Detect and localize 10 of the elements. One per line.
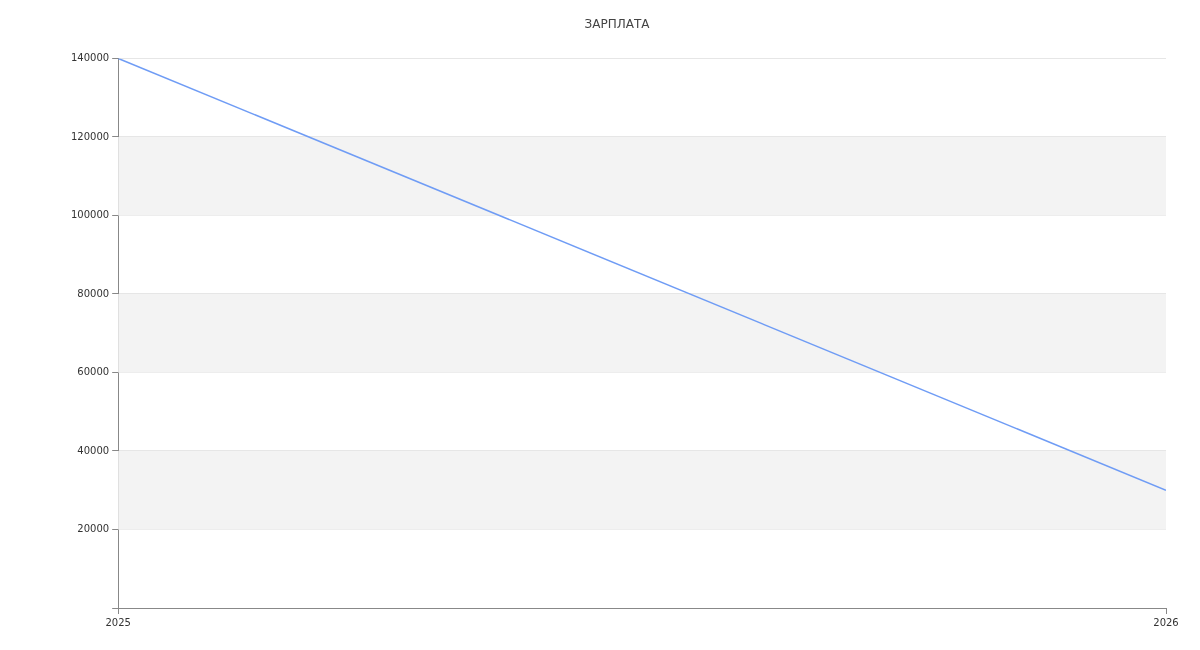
y-tick-label: 60000: [77, 366, 110, 378]
y-tick-label: 80000: [77, 287, 110, 299]
y-tick-label: 120000: [70, 130, 110, 142]
x-tick-label: 2026: [1153, 616, 1179, 628]
x-tick-label: 2025: [105, 616, 131, 628]
y-tick-label: 20000: [77, 523, 110, 535]
y-tick-label: 140000: [70, 51, 110, 63]
y-tick-label: 100000: [70, 209, 110, 221]
chart-title: ЗАРПЛАТА: [584, 17, 651, 32]
y-tick-label: 40000: [77, 444, 110, 456]
